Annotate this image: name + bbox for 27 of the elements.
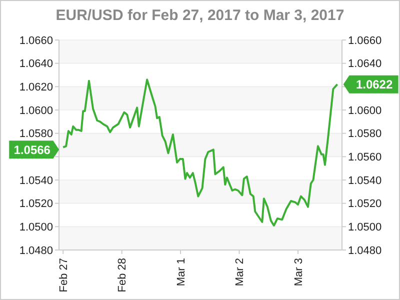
x-tick-label: Mar 3: [292, 258, 305, 286]
y-tick-label: 1.0620: [19, 82, 53, 94]
y2-tick-label: 1.0660: [348, 34, 382, 47]
annotation: 1.0622: [356, 78, 393, 92]
y-tick-label: 1.0500: [19, 222, 53, 234]
y-tick-label: 1.0520: [19, 198, 53, 210]
y-tick-label: 1.0660: [19, 34, 53, 47]
y2-tick-label: 1.0560: [348, 152, 382, 164]
x-tick-label: Feb 27: [58, 258, 70, 292]
annotation: 1.0566: [14, 142, 51, 157]
x-tick-label: Feb 28: [116, 258, 129, 292]
y2-tick-label: 1.0500: [348, 222, 382, 234]
y-tick-label: 1.0580: [19, 128, 53, 140]
y2-tick-label: 1.0640: [348, 58, 382, 70]
y2-tick-label: 1.0540: [348, 174, 382, 187]
y2-tick-label: 1.0600: [348, 104, 382, 117]
y2-tick-label: 1.0520: [348, 198, 382, 210]
y-tick-label: 1.0640: [19, 58, 53, 70]
y-tick-label: 1.0540: [19, 174, 53, 187]
y-tick-label: 1.0600: [19, 104, 53, 117]
chart-title: EUR/USD for Feb 27, 2017 to Mar 3, 2017: [56, 7, 344, 24]
x-tick-label: Mar 2: [234, 258, 246, 286]
y2-tick-label: 1.0480: [348, 244, 382, 257]
line-series: [62, 78, 338, 226]
y2-tick-label: 1.0580: [348, 128, 382, 140]
x-tick-label: Mar 1: [175, 258, 188, 286]
y-tick-label: 1.0480: [19, 244, 53, 257]
